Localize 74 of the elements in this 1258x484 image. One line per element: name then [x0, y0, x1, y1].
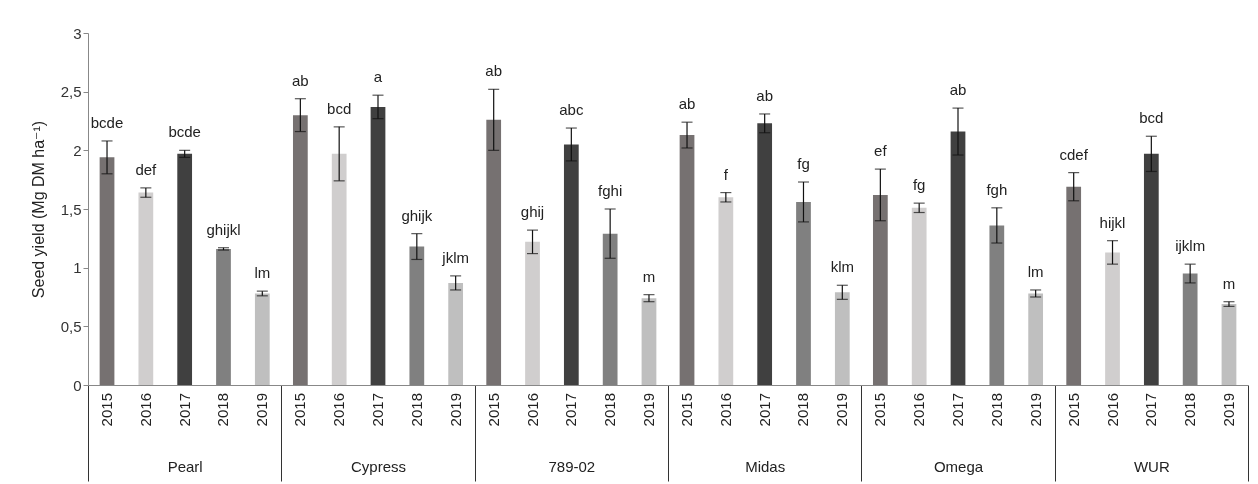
- data-label: ijklm: [1175, 237, 1206, 255]
- text: 2018: [407, 393, 425, 427]
- data-label: ab: [756, 86, 774, 104]
- text: 2019: [639, 393, 657, 427]
- text: 2016: [330, 393, 348, 427]
- data-label: m: [1222, 274, 1236, 292]
- text: 2019: [1026, 393, 1044, 427]
- y-tick-label: 2,5: [60, 83, 82, 101]
- text: 2017: [369, 393, 386, 427]
- text: 2017: [755, 393, 773, 427]
- text: 2016: [716, 393, 734, 427]
- data-label: ghijkl: [206, 220, 241, 238]
- text: 2017: [1142, 393, 1160, 427]
- text: 2015: [1064, 393, 1082, 427]
- text: 2016: [910, 393, 928, 427]
- text: 2015: [98, 393, 116, 427]
- data-label: bcde: [90, 113, 124, 131]
- y-axis-title: Seed yield (Mg DM ha⁻¹): [29, 120, 47, 299]
- data-label: a: [373, 68, 383, 86]
- data-label: def: [135, 160, 158, 178]
- text: 2019: [253, 393, 271, 427]
- data-label: fg: [797, 155, 810, 173]
- data-label: lm: [254, 264, 271, 282]
- y-tick-label: 2: [73, 141, 82, 159]
- text: 2018: [601, 393, 619, 427]
- data-label: fgh: [986, 180, 1008, 198]
- data-label: lm: [1027, 262, 1044, 280]
- text: 2019: [833, 393, 851, 427]
- data-label: f: [723, 165, 729, 183]
- text: 2017: [949, 393, 966, 427]
- text: 2016: [136, 393, 154, 427]
- data-label: fghi: [598, 182, 623, 199]
- x-tick-label: 789-02: [548, 457, 596, 475]
- y-tick-label: 0: [73, 376, 82, 394]
- data-label: abc: [559, 101, 584, 119]
- data-label: ghij: [520, 203, 545, 221]
- data-label: bcd: [1139, 109, 1164, 127]
- x-tick-label: WUR: [1133, 457, 1170, 475]
- data-label: ab: [292, 71, 309, 89]
- text: 2015: [678, 393, 696, 427]
- x-tick-label: Omega: [933, 457, 984, 475]
- text: 2015: [291, 393, 309, 427]
- text: 2017: [175, 393, 193, 427]
- data-label: m: [642, 267, 656, 285]
- x-tick-label: Midas: [745, 457, 786, 475]
- data-label: jklm: [441, 248, 469, 266]
- x-tick-label: Cypress: [350, 457, 407, 475]
- text: 2015: [871, 393, 889, 427]
- text: 2015: [484, 393, 502, 427]
- text: 2018: [214, 393, 232, 427]
- text: 2018: [987, 393, 1005, 427]
- y-tick-label: 3: [73, 24, 82, 42]
- text: 2019: [1219, 393, 1237, 427]
- x-tick-label: Pearl: [167, 457, 203, 475]
- data-label: fg: [912, 176, 926, 194]
- data-label: ab: [485, 62, 503, 80]
- data-label: cdef: [1059, 145, 1089, 163]
- text: 2017: [562, 393, 580, 427]
- text: 2018: [1181, 393, 1199, 427]
- data-label: ab: [949, 81, 967, 99]
- data-label: ghijk: [401, 206, 433, 224]
- text: 2018: [794, 393, 812, 427]
- y-tick-label: 1,5: [60, 200, 82, 218]
- data-label: ab: [678, 95, 696, 113]
- y-tick-label: 0,5: [60, 317, 82, 335]
- data-label: ef: [874, 142, 888, 160]
- data-label: klm: [830, 258, 854, 276]
- text: 2016: [1103, 393, 1121, 427]
- data-label: hijkl: [1099, 213, 1126, 231]
- data-label: bcde: [168, 123, 201, 141]
- data-label: bcd: [327, 99, 352, 117]
- text: 2016: [523, 393, 541, 427]
- text: 2019: [446, 393, 464, 427]
- y-tick-label: 1: [73, 259, 82, 277]
